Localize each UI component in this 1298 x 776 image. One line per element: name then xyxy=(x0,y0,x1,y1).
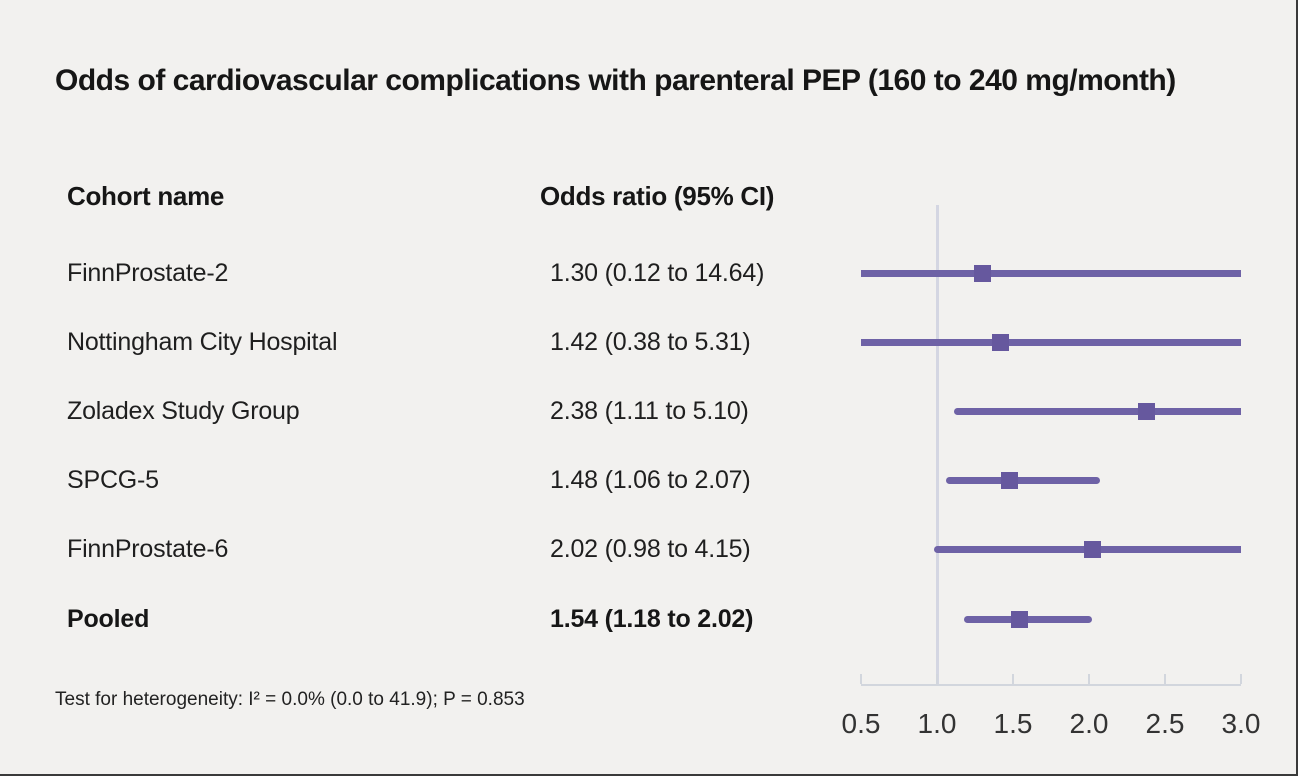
cohort-label: Pooled xyxy=(67,604,150,633)
x-axis-tick-label: 2.0 xyxy=(1069,708,1109,739)
cohort-label: Nottingham City Hospital xyxy=(67,327,338,356)
x-axis-tick-label: 3.0 xyxy=(1221,708,1261,739)
heterogeneity-footnote: Test for heterogeneity: I² = 0.0% (0.0 t… xyxy=(55,689,525,710)
cohort-label: SPCG-5 xyxy=(67,466,159,495)
or-marker xyxy=(1010,610,1028,628)
x-axis-tick xyxy=(860,674,862,684)
x-axis-tick-label: 1.0 xyxy=(917,708,957,739)
ci-line xyxy=(946,477,1100,485)
cohort-label: Zoladex Study Group xyxy=(67,396,300,425)
or-value: 2.38 (1.11 to 5.10) xyxy=(550,396,749,425)
cohort-label: FinnProstate-6 xyxy=(67,535,229,564)
x-axis-tick-label: 1.5 xyxy=(993,708,1033,739)
or-marker xyxy=(974,264,992,282)
reference-line xyxy=(935,205,939,685)
x-axis-line xyxy=(861,684,1241,686)
ci-line xyxy=(861,269,1241,277)
or-value: 1.30 (0.12 to 14.64) xyxy=(550,258,765,287)
column-header-odds-ratio: Odds ratio (95% CI) xyxy=(540,181,775,211)
x-axis-tick xyxy=(1240,674,1242,684)
or-value: 1.48 (1.06 to 2.07) xyxy=(550,466,751,495)
x-axis-tick-label: 0.5 xyxy=(841,708,881,739)
x-axis-tick xyxy=(1088,674,1090,684)
or-value: 1.42 (0.38 to 5.31) xyxy=(550,327,751,356)
or-value: 2.02 (0.98 to 4.15) xyxy=(550,535,751,564)
or-value: 1.54 (1.18 to 2.02) xyxy=(550,604,754,633)
x-axis-tick xyxy=(1012,674,1014,684)
or-marker xyxy=(1001,472,1019,490)
or-marker xyxy=(1138,402,1156,420)
chart-title: Odds of cardiovascular complications wit… xyxy=(55,64,1176,97)
ci-line xyxy=(861,338,1241,346)
cohort-label: FinnProstate-2 xyxy=(67,258,229,287)
x-axis-tick-label: 2.5 xyxy=(1145,708,1185,739)
or-marker xyxy=(992,333,1010,351)
column-header-cohort: Cohort name xyxy=(67,181,225,211)
x-axis-tick xyxy=(936,674,938,684)
ci-line xyxy=(964,615,1093,623)
or-marker xyxy=(1083,541,1101,559)
ci-line xyxy=(953,407,1241,415)
x-axis-tick xyxy=(1164,674,1166,684)
